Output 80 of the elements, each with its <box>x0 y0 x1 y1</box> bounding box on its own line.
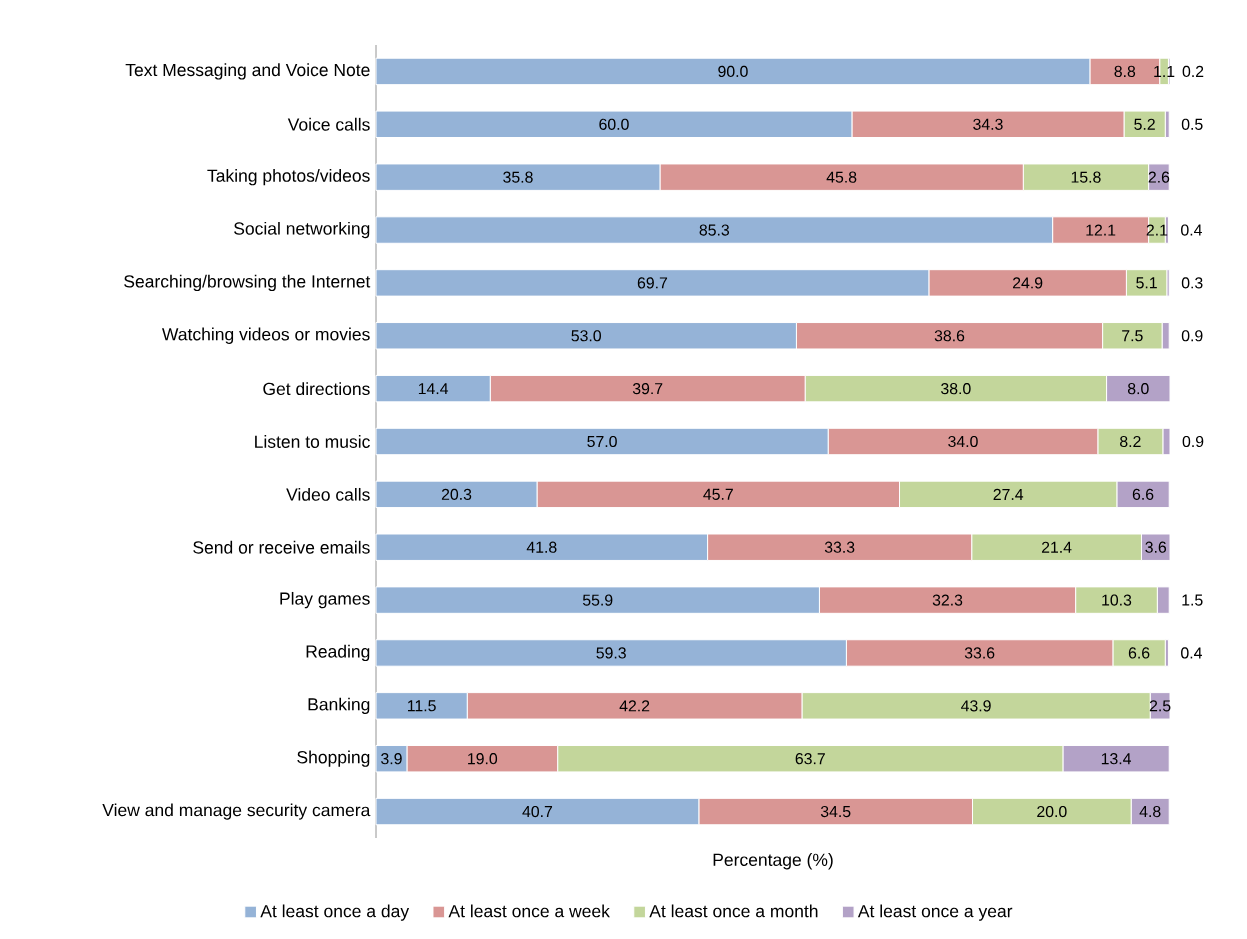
data-label: 53.0 <box>571 330 601 342</box>
data-label: 0.9 <box>1182 435 1204 448</box>
data-label: 6.6 <box>1132 488 1154 500</box>
data-label: 38.6 <box>934 330 965 342</box>
data-label: 90.0 <box>718 65 748 78</box>
y-tick-label: Taking photos/videos <box>207 169 370 186</box>
data-label: 45.8 <box>826 171 857 183</box>
y-tick-label: Video calls <box>286 487 370 501</box>
data-label: 0.3 <box>1181 277 1203 289</box>
data-label: 5.2 <box>1134 118 1155 130</box>
y-tick-label: View and manage security camera <box>102 803 371 820</box>
data-label: 3.9 <box>381 753 402 765</box>
data-label: 32.3 <box>932 594 963 606</box>
legend-label: At least once a year <box>857 904 1013 921</box>
data-label: 55.9 <box>582 594 613 606</box>
data-label: 35.8 <box>503 171 533 183</box>
data-label: 8.0 <box>1127 383 1149 395</box>
y-tick-label: Shopping <box>297 750 370 767</box>
data-label: 1.5 <box>1182 594 1203 606</box>
y-tick-label: Get directions <box>263 382 370 396</box>
data-label: 20.0 <box>1037 805 1067 818</box>
y-tick-label: Voice calls <box>287 117 370 131</box>
data-label: 60.0 <box>599 118 629 130</box>
y-tick-label: Watching videos or movies <box>162 327 370 344</box>
data-label: 15.8 <box>1071 171 1101 183</box>
data-label: 19.0 <box>468 753 498 765</box>
data-label: 0.9 <box>1181 330 1203 342</box>
data-label: 45.7 <box>703 488 733 500</box>
data-label: 0.4 <box>1181 224 1202 236</box>
data-label: 27.4 <box>993 488 1024 500</box>
data-label: 24.9 <box>1013 277 1043 289</box>
data-label: 11.5 <box>408 700 436 712</box>
data-label: 0.2 <box>1182 65 1204 78</box>
x-axis-title: Percentage (%) <box>713 853 833 870</box>
data-label: 8.2 <box>1120 435 1141 448</box>
data-label: 12.1 <box>1086 224 1116 236</box>
data-label: 59.3 <box>596 647 626 659</box>
data-label: 63.7 <box>795 753 825 765</box>
legend-label: At least once a month <box>649 904 818 918</box>
data-label: 34.5 <box>820 805 851 818</box>
data-label: 0.4 <box>1181 647 1202 659</box>
data-label: 38.0 <box>941 383 971 395</box>
data-label: 20.3 <box>441 488 472 500</box>
data-label: 57.0 <box>587 435 617 448</box>
y-tick-label: Searching/browsing the Internet <box>124 274 371 292</box>
legend-label: At least once a week <box>448 904 610 918</box>
y-tick-label: Banking <box>308 697 370 714</box>
data-label: 39.7 <box>632 383 663 395</box>
y-tick-label: Text Messaging and Voice Note <box>125 63 370 80</box>
data-label: 7.5 <box>1122 330 1143 342</box>
data-label: 5.1 <box>1136 277 1157 289</box>
data-label: 34.0 <box>948 435 978 448</box>
data-label: 69.7 <box>637 277 668 289</box>
y-tick-label: Play games <box>280 591 370 609</box>
data-label: 42.2 <box>619 700 650 712</box>
data-label: 1.1 <box>1154 65 1175 77</box>
data-label: 33.6 <box>964 647 995 659</box>
data-label: 6.6 <box>1128 647 1150 659</box>
data-label: 34.3 <box>973 118 1003 130</box>
y-tick-label: Reading <box>306 644 370 662</box>
data-label: 33.3 <box>824 541 855 553</box>
data-label: 21.4 <box>1041 541 1072 553</box>
data-label: 2.5 <box>1149 700 1171 712</box>
data-label: 8.8 <box>1114 65 1136 78</box>
legend-label: At least once a day <box>260 904 410 921</box>
data-label: 3.6 <box>1145 541 1167 553</box>
data-label: 0.5 <box>1181 118 1203 130</box>
data-label: 10.3 <box>1102 594 1132 606</box>
y-tick-label: Listen to music <box>255 435 370 448</box>
data-label: 2.1 <box>1146 224 1168 236</box>
data-label: 13.4 <box>1101 753 1132 765</box>
data-label: 2.6 <box>1148 171 1170 183</box>
data-label: 43.9 <box>961 700 991 712</box>
data-label: 41.8 <box>526 541 557 553</box>
y-tick-label: Send or receive emails <box>193 540 370 554</box>
data-label: 85.3 <box>699 224 730 236</box>
data-label: 14.4 <box>418 383 449 395</box>
data-label: 40.7 <box>522 805 553 818</box>
y-tick-label: Social networking <box>234 221 370 239</box>
data-label: 4.8 <box>1139 805 1161 818</box>
